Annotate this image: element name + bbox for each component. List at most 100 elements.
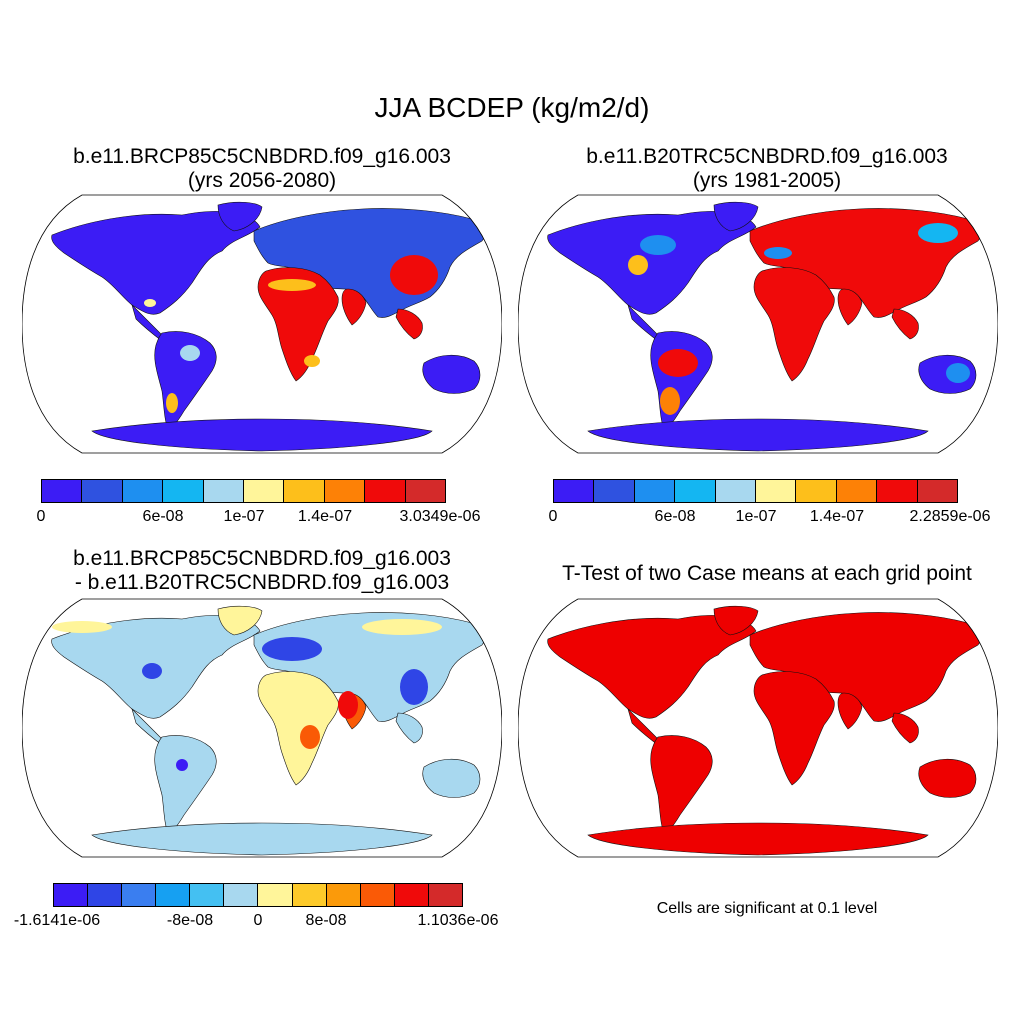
map-panel3-australia	[422, 758, 481, 798]
panel3-title-line2: - b.e11.B20TRC5CNBDRD.f09_g16.003	[74, 571, 450, 594]
map-panel2-india	[837, 288, 863, 326]
map-panel2-border	[518, 194, 998, 454]
map-panel4-greenland	[713, 605, 759, 636]
map-panel3-hotspot-5	[176, 759, 188, 771]
colorbar1-swatch-6	[284, 480, 325, 502]
panel1-title: b.e11.BRCP85C5CNBDRD.f09_g16.003 (yrs 20…	[12, 145, 512, 193]
map-panel3-hotspot-7	[52, 621, 112, 633]
colorbar3-swatch-0	[54, 884, 89, 906]
map-panel2-hotspot-4	[764, 247, 792, 259]
colorbar3-swatch-11	[428, 884, 462, 906]
map-panel1-hotspot-1	[268, 279, 316, 291]
colorbar2-swatch-6	[796, 480, 837, 502]
map-panel1-greenland	[217, 201, 263, 232]
map-panel1-hotspot-5	[144, 299, 156, 307]
map-panel4-africa	[753, 671, 835, 786]
map-panel3-hotspot-3	[300, 725, 320, 749]
map-panel2-greenland	[713, 201, 759, 232]
map-panel3-hotspot-6	[362, 619, 442, 635]
colorbar3-swatch-2	[122, 884, 157, 906]
map-panel3-border	[22, 598, 502, 858]
map-panel4-india	[837, 692, 863, 730]
panel3-title-line1: b.e11.BRCP85C5CNBDRD.f09_g16.003	[73, 547, 451, 570]
map-panel4-border	[518, 598, 998, 858]
map-panel3-hotspot-4	[338, 691, 358, 719]
colorbar2-swatch-9	[917, 480, 958, 502]
map-panel1-australia	[422, 354, 481, 394]
map-panel1-hotspot-4	[166, 393, 178, 413]
map-panel3-antarctica	[91, 822, 433, 856]
cbar2-label-2: 1e-07	[735, 508, 777, 525]
map-panel3-africa	[257, 671, 339, 786]
colorbar-panel3	[53, 883, 463, 907]
colorbar1-swatch-4	[203, 480, 245, 502]
map-panel1-africa	[257, 267, 339, 382]
map-panel2-hotspot-6	[640, 235, 676, 255]
map-panel4-antarctica	[587, 822, 929, 856]
map-panel1-hotspot-3	[180, 345, 200, 361]
colorbar3-swatch-10	[394, 884, 429, 906]
cbar2-label-0: 0	[548, 508, 558, 525]
colorbar3-swatch-8	[326, 884, 361, 906]
colorbar1-swatch-9	[405, 480, 446, 502]
colorbar1-swatch-8	[365, 480, 406, 502]
significance-note: Cells are significant at 0.1 level	[656, 900, 878, 917]
colorbar3-swatch-3	[156, 884, 191, 906]
map-panel2-southAmerica	[650, 331, 713, 430]
panel2-title-line1: b.e11.B20TRC5CNBDRD.f09_g16.003	[586, 145, 948, 168]
map-panel1-antarctica	[91, 418, 433, 452]
map-panel3-hotspot-2	[400, 669, 428, 705]
cbar3-label-1: -8e-08	[166, 912, 214, 929]
map-panel3-southAmerica	[154, 735, 217, 834]
colorbar1-swatch-7	[324, 480, 366, 502]
map-panel2-hotspot-3	[918, 223, 958, 243]
colorbar1-swatch-3	[163, 480, 204, 502]
map-panel4-northAmerica	[547, 615, 757, 719]
cbar1-label-2: 1e-07	[223, 508, 265, 525]
map-panel2-hotspot-5	[946, 363, 970, 383]
map-panel1-northAmerica	[51, 211, 261, 315]
map-panel4-southAmerica	[650, 735, 713, 834]
colorbar2-swatch-0	[554, 480, 595, 502]
colorbar3-swatch-7	[292, 884, 327, 906]
cbar3-label-0: -1.6141e-06	[13, 912, 101, 929]
map-panel2-northAmerica	[547, 211, 757, 315]
map-panel3-greenland	[217, 605, 263, 636]
colorbar2-swatch-4	[715, 480, 757, 502]
panel2-title: b.e11.B20TRC5CNBDRD.f09_g16.003 (yrs 198…	[517, 145, 1017, 193]
colorbar3-swatch-1	[88, 884, 123, 906]
colorbar-panel2	[553, 479, 958, 503]
map-panel1-india	[341, 288, 367, 326]
cbar2-label-1: 6e-08	[654, 508, 696, 525]
map-panel2-hotspot-2	[660, 387, 680, 415]
colorbar3-swatch-9	[360, 884, 395, 906]
colorbar1-swatch-5	[244, 480, 285, 502]
panel1-title-line1: b.e11.BRCP85C5CNBDRD.f09_g16.003	[73, 145, 451, 168]
colorbar-panel1	[41, 479, 446, 503]
colorbar3-swatch-5	[224, 884, 259, 906]
colorbar1-swatch-0	[42, 480, 83, 502]
colorbar2-swatch-3	[675, 480, 716, 502]
panel4-title: T-Test of two Case means at each grid po…	[562, 562, 972, 585]
panel3-title: b.e11.BRCP85C5CNBDRD.f09_g16.003 - b.e11…	[12, 547, 512, 595]
colorbar2-swatch-2	[634, 480, 676, 502]
map-panel2-antarctica	[587, 418, 929, 452]
map-panel1-hotspot-2	[304, 355, 320, 367]
map-panel2-hotspot-0	[628, 255, 648, 275]
colorbar1-swatch-1	[82, 480, 123, 502]
map-panel3-hotspot-0	[142, 663, 162, 679]
colorbar2-swatch-1	[594, 480, 635, 502]
map-panel4	[518, 598, 998, 858]
cbar1-label-3: 1.4e-07	[297, 508, 353, 525]
map-panel2-hotspot-1	[658, 349, 698, 377]
map-panel3-seAsia	[395, 712, 423, 744]
cbar3-label-2: 0	[253, 912, 263, 929]
map-panel3	[22, 598, 502, 858]
cbar1-label-1: 6e-08	[142, 508, 184, 525]
cbar2-label-4: 2.2859e-06	[909, 508, 991, 525]
colorbar1-swatch-2	[122, 480, 164, 502]
map-panel4-seAsia	[891, 712, 919, 744]
map-panel2	[518, 194, 998, 454]
cbar1-label-4: 3.0349e-06	[399, 508, 481, 525]
map-panel3-hotspot-1	[262, 637, 322, 661]
